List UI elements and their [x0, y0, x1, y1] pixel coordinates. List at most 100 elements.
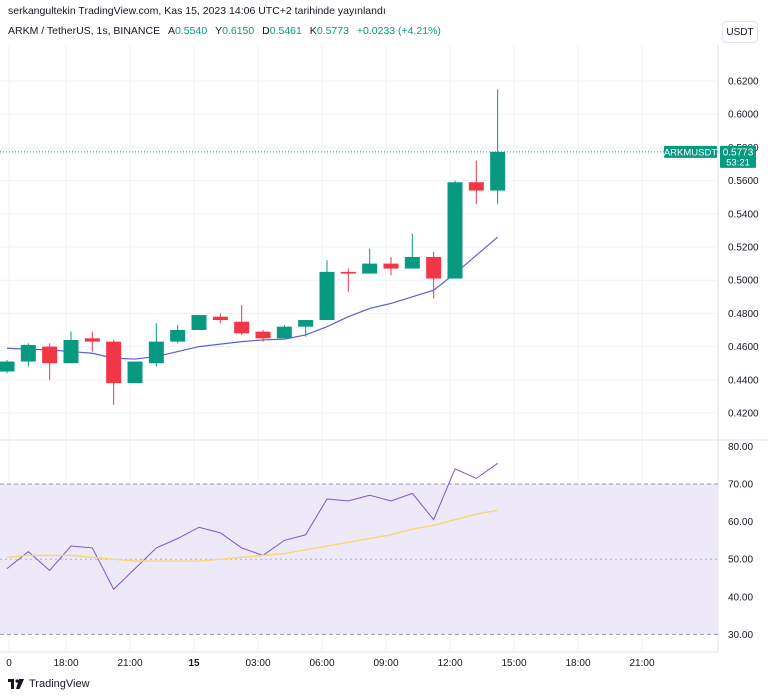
candle-body	[127, 361, 143, 384]
countdown-text: 53:21	[726, 157, 750, 168]
candle[interactable]	[426, 251, 442, 299]
candle-body	[447, 182, 463, 279]
close-key: K	[309, 25, 317, 37]
candle-body	[426, 256, 442, 279]
candle[interactable]	[106, 339, 122, 405]
candle-body	[319, 271, 335, 321]
rsi-line	[6, 462, 498, 591]
symbol-name[interactable]: ARKM / TetherUS, 1s, BINANCE	[8, 25, 161, 37]
time-tick-label: 03:00	[245, 658, 270, 669]
candle[interactable]	[298, 320, 314, 337]
time-tick-label: 21:00	[629, 658, 654, 669]
currency-button[interactable]: USDT	[722, 21, 758, 43]
time-tick-label: 18:00	[53, 658, 78, 669]
candle-body	[212, 316, 228, 321]
candle[interactable]	[404, 233, 420, 269]
candle[interactable]	[234, 305, 250, 335]
candle[interactable]	[148, 323, 164, 367]
candle[interactable]	[212, 313, 228, 324]
candle-body	[468, 182, 484, 191]
price-tick-label: 0.4600	[728, 342, 759, 353]
change-value: +0.0233 (+4.21%)	[356, 25, 441, 37]
candle[interactable]	[63, 331, 79, 364]
candle-body	[106, 341, 122, 384]
price-tick-label: 0.5000	[728, 276, 759, 287]
candle[interactable]	[276, 325, 292, 339]
high-key: Y	[215, 25, 223, 37]
candle-body	[0, 361, 15, 372]
candle[interactable]	[191, 315, 207, 330]
candle-body	[383, 263, 399, 269]
candle-body	[170, 330, 186, 342]
tradingview-logo[interactable]: TradingView	[8, 678, 90, 690]
candle-body	[191, 315, 207, 330]
rsi-tick-label: 70.00	[728, 480, 753, 491]
candle-body	[340, 271, 356, 274]
symbol-legend: ARKM / TetherUS, 1s, BINANCE A0.5540 Y0.…	[8, 25, 441, 37]
time-tick-label: 21:00	[117, 658, 142, 669]
attribution-text: serkangultekin TradingView.com, Kas 15, …	[8, 5, 386, 17]
tradingview-logo-icon	[8, 679, 24, 689]
rsi-tick-label: 60.00	[728, 517, 753, 528]
candle[interactable]	[0, 359, 15, 374]
rsi-tick-label: 50.00	[728, 555, 753, 566]
price-tick-label: 0.4400	[728, 375, 759, 386]
candle[interactable]	[255, 330, 271, 342]
candle[interactable]	[319, 260, 335, 321]
candle-body	[42, 346, 58, 364]
close-value: 0.5773	[316, 25, 349, 37]
time-tick-label: 15:00	[501, 658, 526, 669]
time-tick-label: 09:00	[373, 658, 398, 669]
time-tick-label: 15	[188, 658, 200, 669]
candle[interactable]	[340, 268, 356, 292]
price-tick-label: 0.6200	[728, 77, 759, 88]
candle-body	[20, 344, 36, 362]
rsi-tick-label: 80.00	[728, 442, 753, 453]
last-price-text: 0.5773	[723, 147, 754, 158]
candle-body	[234, 321, 250, 334]
candle[interactable]	[447, 180, 463, 279]
price-tick-label: 0.5400	[728, 209, 759, 220]
last-price-box	[720, 145, 756, 168]
candle-body	[404, 256, 420, 269]
candle[interactable]	[84, 331, 100, 352]
rsi-ma-line	[6, 509, 498, 562]
symbol-label-text: ARKMUSDT	[664, 147, 718, 158]
moving-average-line	[6, 236, 499, 360]
low-value: 0.5461	[269, 25, 302, 37]
candle[interactable]	[20, 343, 36, 367]
time-tick-label: 12:00	[437, 658, 462, 669]
candle[interactable]	[383, 256, 399, 276]
rsi-tick-label: 30.00	[728, 630, 753, 641]
candle-body	[84, 338, 100, 342]
candle[interactable]	[127, 361, 143, 384]
candle-body	[490, 151, 506, 191]
open-value: 0.5540	[175, 25, 208, 37]
tradingview-logo-text: TradingView	[29, 678, 90, 690]
high-value: 0.6150	[222, 25, 255, 37]
price-tick-label: 0.5200	[728, 243, 759, 254]
candle[interactable]	[362, 248, 378, 274]
candle-body	[298, 320, 314, 327]
price-tick-label: 0.4200	[728, 409, 759, 420]
candle-body	[362, 263, 378, 274]
time-tick-label: 18:00	[565, 658, 590, 669]
symbol-label-box	[664, 145, 717, 158]
open-key: A	[168, 25, 176, 37]
price-tick-label: 0.4800	[728, 309, 759, 320]
candle-body	[276, 326, 292, 339]
rsi-tick-label: 40.00	[728, 592, 753, 603]
candle-body	[255, 331, 271, 339]
price-tick-label: 0.5600	[728, 176, 759, 187]
candle[interactable]	[490, 89, 506, 204]
candle[interactable]	[42, 343, 58, 380]
price-pane[interactable]	[0, 89, 506, 405]
candle[interactable]	[468, 160, 484, 204]
candle-body	[63, 339, 79, 364]
candle[interactable]	[170, 325, 186, 344]
price-tick-label: 0.6000	[728, 110, 759, 121]
candle-body	[148, 341, 164, 364]
time-tick-label: 06:00	[309, 658, 334, 669]
low-key: D	[262, 25, 270, 37]
